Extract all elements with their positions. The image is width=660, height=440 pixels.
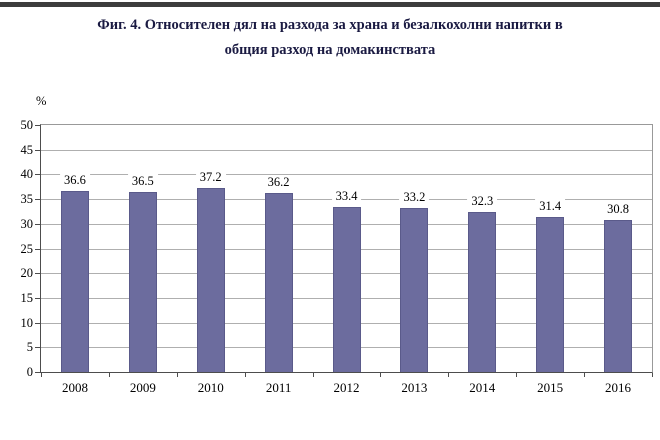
bar-2012 — [332, 207, 361, 372]
figure-title-line-2: общия разход на домакинствата — [224, 42, 436, 58]
top-horizontal-rule — [0, 2, 660, 7]
x-axis-label-2014: 2014 — [469, 380, 496, 395]
bar-2016 — [604, 219, 633, 372]
x-tick-mark-5 — [380, 373, 382, 377]
y-tick-label-15: 15 — [20, 290, 34, 305]
y-axis-unit-label: % — [36, 94, 47, 108]
y-tick-label-10: 10 — [20, 315, 34, 330]
plot-area: 36.6 36.5 37.2 36.2 33.4 33.2 32.3 31.4 30.8 — [40, 124, 653, 373]
x-axis-label-2011: 2011 — [265, 380, 292, 395]
bar-value-label-2015: 31.4 — [535, 198, 566, 213]
y-tick-label-30: 30 — [20, 216, 34, 231]
x-tick-mark-6 — [448, 373, 450, 377]
y-tick-label-50: 50 — [20, 118, 34, 132]
bar-value-label-2008: 36.6 — [60, 173, 90, 188]
x-tick-mark-0 — [41, 373, 42, 377]
x-axis-label-2013: 2013 — [401, 380, 428, 395]
bar-2015 — [536, 216, 565, 372]
y-tick-label-40: 40 — [20, 167, 34, 182]
y-tick-mark-0 — [35, 372, 40, 373]
y-tick-label-45: 45 — [20, 142, 34, 157]
gridline-40 — [41, 174, 652, 176]
bar-2010 — [196, 188, 225, 372]
y-tick-mark-35 — [35, 199, 40, 201]
bar-value-label-2014: 32.3 — [467, 194, 498, 209]
bar-value-label-2010: 37.2 — [195, 170, 226, 185]
y-tick-label-25: 25 — [20, 241, 34, 256]
y-tick-mark-25 — [35, 248, 40, 250]
x-tick-mark-9 — [652, 373, 653, 377]
bar-2009 — [128, 191, 157, 372]
gridline-45 — [41, 149, 652, 151]
bar-2013 — [400, 207, 429, 372]
x-axis-label-2016: 2016 — [605, 380, 632, 395]
y-tick-mark-15 — [35, 297, 40, 299]
figure-title-line-1: Фиг. 4. Относителен дял на разхода за хр… — [97, 17, 563, 33]
bar-2011 — [264, 193, 293, 372]
x-tick-mark-2 — [176, 373, 178, 377]
x-tick-mark-8 — [584, 373, 586, 377]
y-tick-mark-10 — [35, 322, 40, 324]
y-tick-label-20: 20 — [20, 266, 34, 281]
x-axis-label-2009: 2009 — [129, 380, 156, 395]
x-tick-mark-1 — [108, 373, 110, 377]
figure-title: Фиг. 4. Относителен дял на разхода за хр… — [0, 13, 660, 63]
x-axis-label-2008: 2008 — [61, 380, 88, 395]
x-tick-mark-3 — [244, 373, 246, 377]
x-axis-label-2015: 2015 — [537, 380, 564, 395]
y-tick-mark-30 — [35, 223, 40, 225]
bar-value-label-2013: 33.2 — [399, 189, 430, 204]
y-tick-label-35: 35 — [20, 192, 34, 207]
bar-value-label-2009: 36.5 — [127, 173, 158, 188]
x-axis-label-2010: 2010 — [197, 380, 224, 395]
x-tick-mark-7 — [516, 373, 518, 377]
x-axis-label-2012: 2012 — [333, 380, 360, 395]
y-tick-mark-40 — [35, 174, 40, 176]
bar-value-label-2016: 30.8 — [603, 201, 633, 216]
bar-value-label-2012: 33.4 — [331, 189, 362, 203]
y-tick-mark-45 — [35, 149, 40, 151]
y-tick-label-0: 0 — [26, 365, 33, 379]
y-tick-mark-50 — [35, 125, 40, 126]
bar-value-label-2011: 36.2 — [263, 175, 294, 190]
y-tick-mark-20 — [35, 273, 40, 275]
bar-2014 — [468, 212, 497, 372]
y-tick-mark-5 — [35, 347, 40, 349]
y-tick-label-5: 5 — [26, 340, 33, 355]
bar-2008 — [60, 191, 89, 372]
x-tick-mark-4 — [312, 373, 314, 377]
